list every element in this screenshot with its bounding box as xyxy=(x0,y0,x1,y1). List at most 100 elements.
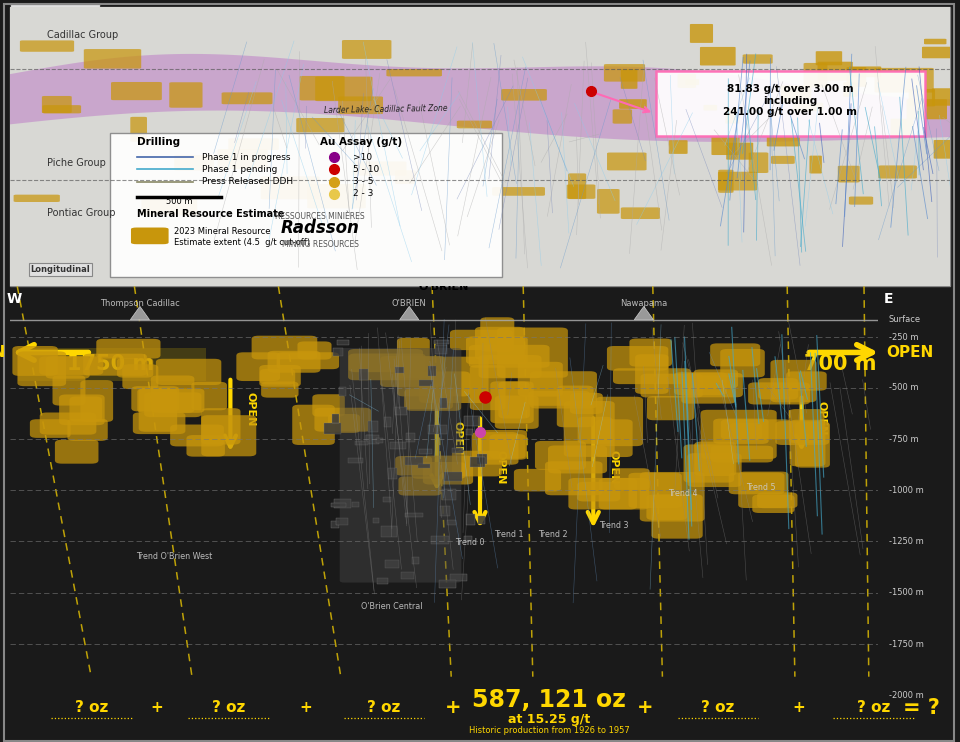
Text: Trend 5: Trend 5 xyxy=(746,483,776,492)
FancyBboxPatch shape xyxy=(738,472,788,508)
FancyBboxPatch shape xyxy=(906,99,947,119)
FancyBboxPatch shape xyxy=(10,7,950,286)
Text: +: + xyxy=(150,700,163,715)
Text: MINING RESOURCES: MINING RESOURCES xyxy=(281,240,358,249)
FancyBboxPatch shape xyxy=(776,421,829,445)
FancyBboxPatch shape xyxy=(771,156,795,164)
FancyBboxPatch shape xyxy=(39,413,96,435)
Text: -1250 m: -1250 m xyxy=(889,536,924,546)
FancyBboxPatch shape xyxy=(315,76,372,101)
Text: Piche Group: Piche Group xyxy=(47,158,107,168)
FancyBboxPatch shape xyxy=(469,365,506,410)
Bar xyxy=(336,518,348,525)
FancyBboxPatch shape xyxy=(804,63,828,88)
FancyBboxPatch shape xyxy=(528,391,590,406)
FancyBboxPatch shape xyxy=(386,69,442,76)
Text: 81.83 g/t over 3.00 m
including
241.00 g/t over 1.00 m: 81.83 g/t over 3.00 m including 241.00 g… xyxy=(724,84,857,117)
Text: Larder Lake- Cadillac Fault Zone: Larder Lake- Cadillac Fault Zone xyxy=(324,103,447,114)
FancyBboxPatch shape xyxy=(12,346,58,376)
FancyBboxPatch shape xyxy=(174,155,214,171)
FancyBboxPatch shape xyxy=(818,62,852,81)
Bar xyxy=(348,458,363,463)
FancyBboxPatch shape xyxy=(141,197,197,215)
Text: Drilling: Drilling xyxy=(136,137,180,147)
FancyBboxPatch shape xyxy=(545,462,603,496)
Text: 1750 m: 1750 m xyxy=(67,355,154,374)
FancyBboxPatch shape xyxy=(117,358,154,378)
FancyBboxPatch shape xyxy=(713,418,769,444)
FancyBboxPatch shape xyxy=(466,336,528,364)
Text: Thompson Cadillac: Thompson Cadillac xyxy=(100,299,180,308)
FancyBboxPatch shape xyxy=(599,478,649,510)
FancyBboxPatch shape xyxy=(849,67,881,77)
Bar xyxy=(452,448,464,453)
Text: = ?: = ? xyxy=(903,698,940,718)
FancyBboxPatch shape xyxy=(18,348,206,381)
FancyBboxPatch shape xyxy=(838,165,859,183)
FancyBboxPatch shape xyxy=(151,375,194,413)
FancyBboxPatch shape xyxy=(908,89,935,106)
Text: +: + xyxy=(299,700,312,715)
FancyBboxPatch shape xyxy=(396,170,416,184)
FancyBboxPatch shape xyxy=(404,390,453,410)
Text: Pontiac Group: Pontiac Group xyxy=(47,209,116,218)
FancyBboxPatch shape xyxy=(252,335,317,359)
FancyBboxPatch shape xyxy=(492,187,545,196)
FancyBboxPatch shape xyxy=(260,369,296,384)
Text: -500 m: -500 m xyxy=(889,383,919,392)
FancyBboxPatch shape xyxy=(720,349,765,378)
Bar xyxy=(373,518,379,523)
FancyArrowPatch shape xyxy=(18,345,88,360)
Bar xyxy=(419,380,433,386)
FancyBboxPatch shape xyxy=(60,395,105,425)
FancyBboxPatch shape xyxy=(789,409,825,443)
Bar xyxy=(395,407,407,415)
FancyBboxPatch shape xyxy=(315,408,372,432)
Text: Nawapama: Nawapama xyxy=(620,299,667,308)
FancyBboxPatch shape xyxy=(419,357,489,403)
Text: Trend 2: Trend 2 xyxy=(538,530,567,539)
Text: OPEN: OPEN xyxy=(0,345,6,360)
FancyBboxPatch shape xyxy=(122,364,158,389)
FancyBboxPatch shape xyxy=(342,40,392,59)
FancyBboxPatch shape xyxy=(352,162,406,176)
FancyBboxPatch shape xyxy=(694,441,736,476)
FancyBboxPatch shape xyxy=(259,365,300,387)
FancyBboxPatch shape xyxy=(501,89,547,101)
FancyBboxPatch shape xyxy=(693,370,738,388)
Text: Cadillac Group: Cadillac Group xyxy=(47,30,118,40)
Bar xyxy=(384,418,391,427)
Text: W: W xyxy=(7,292,22,306)
FancyArrowPatch shape xyxy=(809,345,873,360)
Text: Mineral Resource Estimate: Mineral Resource Estimate xyxy=(136,209,284,220)
Bar xyxy=(396,367,403,373)
FancyBboxPatch shape xyxy=(530,371,597,409)
FancyBboxPatch shape xyxy=(849,197,874,205)
Text: ? oz: ? oz xyxy=(212,700,245,715)
FancyBboxPatch shape xyxy=(480,318,515,352)
FancyBboxPatch shape xyxy=(517,362,563,397)
FancyBboxPatch shape xyxy=(771,360,817,402)
FancyBboxPatch shape xyxy=(10,4,100,24)
Bar xyxy=(405,457,423,465)
FancyBboxPatch shape xyxy=(682,375,735,404)
FancyBboxPatch shape xyxy=(110,133,502,277)
FancyBboxPatch shape xyxy=(45,356,89,378)
FancyBboxPatch shape xyxy=(847,67,866,87)
FancyBboxPatch shape xyxy=(405,387,461,411)
Text: -1750 m: -1750 m xyxy=(889,640,924,649)
FancyBboxPatch shape xyxy=(621,207,660,219)
FancyBboxPatch shape xyxy=(191,382,227,410)
Text: 700 m: 700 m xyxy=(804,355,876,374)
FancyBboxPatch shape xyxy=(604,64,645,82)
Bar xyxy=(439,580,456,588)
FancyBboxPatch shape xyxy=(67,418,108,441)
Bar xyxy=(477,516,486,524)
FancyBboxPatch shape xyxy=(96,339,160,358)
FancyBboxPatch shape xyxy=(597,189,619,214)
Text: >10: >10 xyxy=(353,153,372,162)
Text: Surface: Surface xyxy=(889,315,921,324)
FancyBboxPatch shape xyxy=(687,453,742,487)
Text: Trend 3: Trend 3 xyxy=(599,522,628,531)
FancyBboxPatch shape xyxy=(312,394,345,417)
